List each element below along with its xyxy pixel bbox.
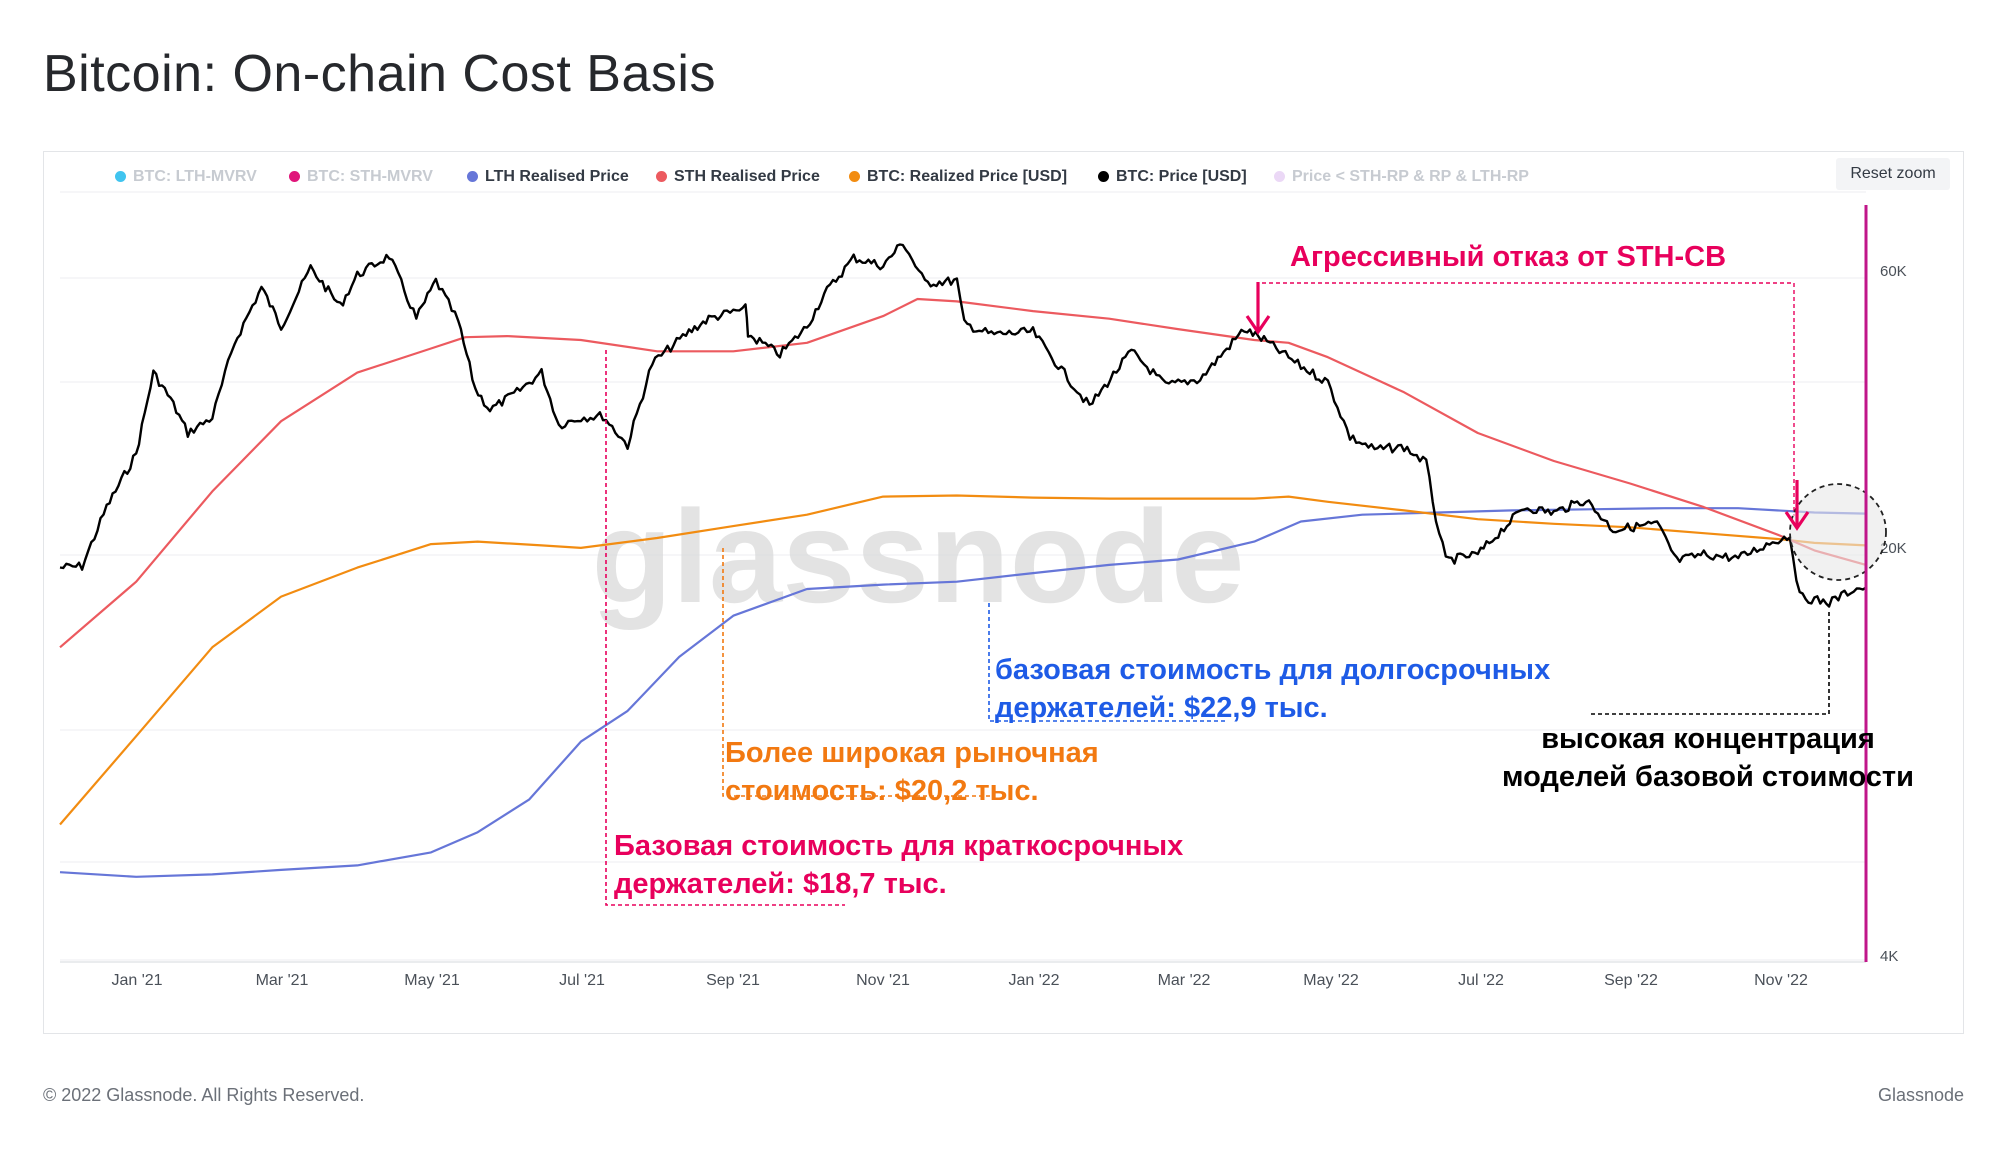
x-tick-label: Mar '22 [1158,972,1211,989]
x-tick-label: Sep '21 [706,972,760,989]
legend-dot-icon [1098,171,1109,182]
copyright-text: © 2022 Glassnode. All Rights Reserved. [43,1085,365,1105]
legend-item-price-below-band[interactable]: Price < STH-RP & RP & LTH-RP [1274,168,1529,186]
legend-dot-icon [1274,171,1285,182]
y-tick-label: 4K [1880,948,1898,965]
series-line-lth-realised-price [59,507,1867,878]
annotation-concentration-line2: моделей базовой стоимости [1502,761,1914,793]
x-tick-label: Jan '22 [1008,972,1059,989]
legend-item-sth-mvrv[interactable]: BTC: STH-MVRV [289,168,433,186]
legend-dot-icon [289,171,300,182]
y-tick-label: 60K [1880,263,1907,280]
arrow-down-icon [1245,282,1271,335]
brand-text: Glassnode [1877,1085,1964,1105]
x-tick-label: Mar '21 [256,972,309,989]
x-tick-label: Nov '21 [856,972,910,989]
x-tick-label: Jul '21 [559,972,605,989]
reset-zoom-button[interactable]: Reset zoom [1836,158,1950,190]
concentration-circle [1789,483,1887,581]
annotation-sth-line2: держателей: $18,7 тыс. [614,868,947,900]
series-line-realized-price [59,494,1867,826]
legend-dot-icon [467,171,478,182]
x-tick-label: May '21 [404,972,460,989]
x-tick-label: Nov '22 [1754,972,1808,989]
annotation-concentration-line1: высокая концентрация [1541,723,1875,755]
y-tick-label: 20K [1880,540,1907,557]
annotation-rp-line1: Более широкая рыночная [725,737,1099,769]
x-tick-label: Sep '22 [1604,972,1658,989]
legend-label: Price < STH-RP & RP & LTH-RP [1292,168,1529,185]
series-line-price [59,243,1867,608]
legend-dot-icon [115,171,126,182]
legend-dot-icon [849,171,860,182]
legend-item-price[interactable]: BTC: Price [USD] [1098,168,1247,186]
legend-label: BTC: LTH-MVRV [133,168,257,185]
legend-item-sth-realised-price[interactable]: STH Realised Price [656,168,820,186]
grid-layer [60,191,1866,963]
annotation-layer: Агрессивный отказ от STH-CB Базовая стои… [605,205,1914,962]
annotation-lth-line1: базовая стоимость для долгосрочных [995,654,1550,686]
chart-frame [43,151,1964,1034]
legend-label: LTH Realised Price [485,168,629,185]
legend-item-realized-price[interactable]: BTC: Realized Price [USD] [849,168,1067,186]
watermark-text: glassnode [592,483,1245,630]
legend-item-lth-realised-price[interactable]: LTH Realised Price [467,168,629,186]
annotation-sth-line1: Базовая стоимость для краткосрочных [614,830,1183,862]
rejection-guide-line [1262,282,1795,516]
annotation-rejection: Агрессивный отказ от STH-CB [1290,241,1726,273]
x-tick-label: Jul '22 [1458,972,1504,989]
sth-guide-line [605,350,845,906]
series-layer [59,243,1867,878]
x-tick-label: May '22 [1303,972,1359,989]
legend-dot-icon [656,171,667,182]
concentration-guide-line [1588,612,1830,715]
legend-item-lth-mvrv[interactable]: BTC: LTH-MVRV [115,168,257,186]
x-tick-label: Jan '21 [111,972,162,989]
legend-label: BTC: Realized Price [USD] [867,168,1068,185]
annotation-lth-line2: держателей: $22,9 тыс. [995,692,1328,724]
arrow-down-icon [1784,480,1810,531]
rp-guide-line [722,548,990,797]
legend-label: STH Realised Price [674,168,820,185]
legend-label: BTC: Price [USD] [1116,168,1247,185]
annotation-rp-line2: стоимость: $20,2 тыс. [725,775,1039,807]
page-title: Bitcoin: On-chain Cost Basis [43,45,716,103]
series-line-sth-realised-price [59,297,1867,649]
axis-layer: Jan '21 Mar '21 May '21 Jul '21 Sep '21 Nov '… [111,263,1906,989]
legend-label: BTC: STH-MVRV [307,168,433,185]
